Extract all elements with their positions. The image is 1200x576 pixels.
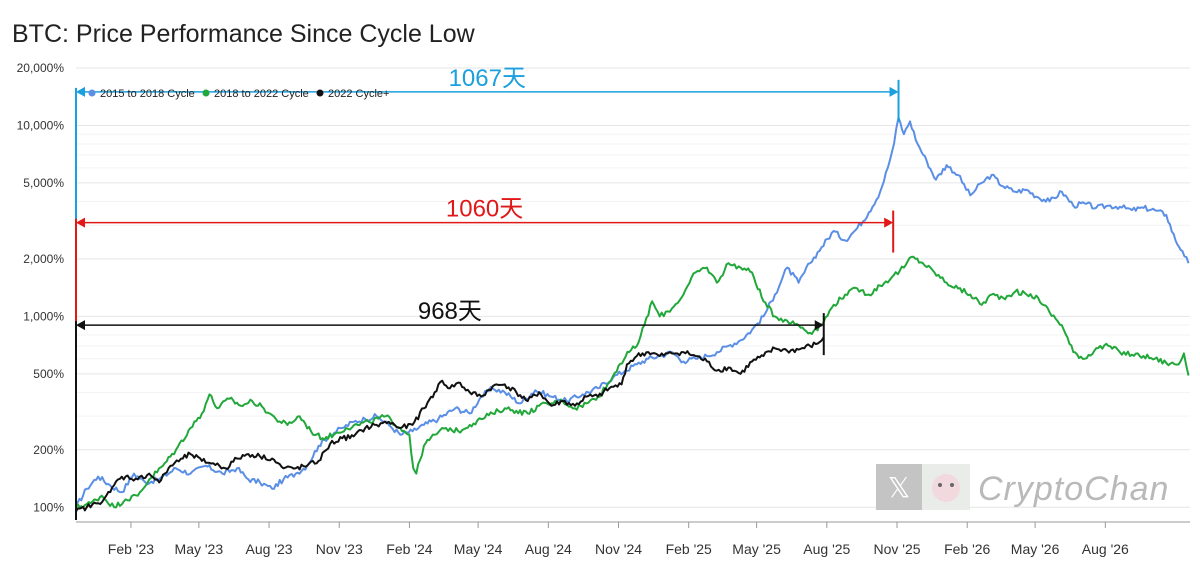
- y-tick-label: 5,000%: [23, 176, 64, 190]
- legend: 2015 to 2018 Cycle 2018 to 2022 Cycle 2022…: [88, 88, 389, 100]
- legend-label: 2018 to 2022 Cycle: [214, 88, 309, 100]
- x-tick-label: Aug '23: [246, 541, 293, 557]
- y-tick-label: 2,000%: [23, 252, 64, 266]
- chart-title: BTC: Price Performance Since Cycle Low: [12, 20, 475, 48]
- avatar-eye-left: [938, 483, 942, 487]
- gridlines: [76, 67, 1190, 508]
- x-tick-label: Feb '24: [386, 541, 432, 557]
- watermark-text: CryptoChan: [978, 470, 1169, 508]
- annotation-arrowhead-left: [76, 86, 85, 97]
- legend-marker: [202, 89, 210, 97]
- series-line-2: [75, 255, 1190, 509]
- annotation-label: 1060天: [446, 196, 523, 223]
- avatar-eye-right: [950, 483, 954, 487]
- x-tick-label: May '24: [454, 541, 503, 557]
- y-tick-label: 20,000%: [17, 61, 65, 75]
- series-line-3: [75, 336, 825, 513]
- annotation-arrowhead-left: [76, 320, 85, 331]
- y-tick-label: 100%: [33, 500, 64, 514]
- watermark: 𝕏 CryptoChan: [876, 464, 1169, 510]
- y-axis: 100% 200% 500% 1,000% 2,000% 5,000% 10,000% 20,…: [17, 61, 65, 514]
- x-tick-label: May '25: [732, 541, 781, 557]
- y-tick-label: 10,000%: [17, 118, 65, 132]
- x-tick-label: Aug '25: [803, 541, 850, 557]
- annotation-arrowhead-right: [814, 320, 824, 331]
- avatar-face-icon: [932, 474, 960, 502]
- legend-label: 2015 to 2018 Cycle: [100, 88, 195, 100]
- y-tick-label: 200%: [33, 443, 64, 457]
- x-tick-label: Feb '26: [944, 541, 990, 557]
- annotations-group: 1067天 1060天 968天: [75, 65, 900, 520]
- legend-marker: [316, 89, 324, 97]
- y-tick-label: 1,000%: [23, 309, 64, 323]
- x-tick-label: Aug '26: [1082, 541, 1129, 557]
- x-tick-label: Nov '24: [595, 541, 642, 557]
- x-tick-label: Feb '23: [108, 541, 154, 557]
- x-tick-label: May '26: [1011, 541, 1060, 557]
- x-logo-icon: [876, 464, 922, 510]
- legend-label: 2022 Cycle+: [328, 88, 389, 100]
- annotation-arrowhead-left: [76, 217, 85, 228]
- x-tick-label: Aug '24: [525, 541, 572, 557]
- x-tick-label: Nov '25: [873, 541, 920, 557]
- x-tick-label: Feb '25: [666, 541, 712, 557]
- annotation-arrowhead-right: [889, 86, 899, 97]
- annotation-arrowhead-right: [884, 217, 894, 228]
- y-tick-label: 500%: [33, 367, 64, 381]
- x-logo-glyph: 𝕏: [888, 472, 911, 503]
- annotation-label: 1067天: [449, 65, 526, 92]
- x-tick-label: May '23: [175, 541, 224, 557]
- legend-marker: [88, 89, 96, 97]
- series-line-1: [75, 116, 1190, 508]
- series-group: [75, 116, 1190, 513]
- annotation-label: 968天: [418, 298, 482, 325]
- x-axis: Feb '23 May '23 Aug '23 Nov '23 Feb '24 May '…: [76, 521, 1190, 557]
- x-tick-label: Nov '23: [316, 541, 363, 557]
